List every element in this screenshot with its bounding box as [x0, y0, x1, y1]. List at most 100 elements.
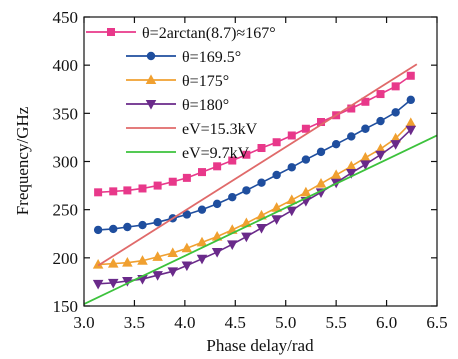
y-axis-label: Frequency/GHz: [13, 106, 32, 215]
series-line: [98, 75, 412, 194]
series-line: [83, 134, 438, 305]
data-point: [330, 169, 342, 179]
data-point: [257, 144, 266, 153]
data-point: [376, 116, 385, 126]
data-point: [405, 125, 417, 136]
data-point: [137, 255, 148, 265]
x-tick-label: 6.5: [426, 313, 447, 332]
legend-item: θ=2arctan(8.7)≈167°: [86, 25, 276, 42]
data-point: [391, 82, 400, 91]
series-layer: [83, 63, 438, 305]
data-point: [301, 124, 310, 133]
series-line: [98, 99, 412, 231]
legend: θ=2arctan(8.7)≈167° θ=169.5° θ=175° θ=180° e…: [86, 25, 276, 162]
data-point: [153, 217, 162, 227]
data-point: [406, 71, 415, 80]
series-line: [98, 129, 412, 285]
data-point: [107, 278, 119, 289]
legend-label: θ=180°: [182, 97, 229, 114]
legend-label: eV=15.3kV: [182, 121, 258, 138]
data-point: [287, 131, 296, 140]
x-axis-label: Phase delay/rad: [206, 336, 314, 355]
data-point: [181, 261, 193, 272]
data-point: [360, 152, 371, 162]
legend-item: θ=180°: [126, 97, 229, 114]
data-point: [315, 178, 327, 188]
x-tick-label: 6.0: [376, 313, 397, 332]
ticks: 3.0 3.5 4.0 4.5 5.0 5.5 6.0 6.5 150 200 250 300 350 4…: [53, 8, 448, 332]
data-point: [94, 188, 103, 197]
y-tick-label: 400: [53, 56, 79, 75]
data-point: [123, 186, 132, 195]
data-point: [242, 186, 251, 195]
data-point: [167, 247, 179, 258]
series-2: [92, 117, 417, 269]
data-point: [182, 210, 192, 219]
y-tick-label: 150: [53, 297, 79, 316]
y-tick-label: 350: [53, 104, 79, 123]
data-point: [181, 242, 193, 253]
series-0: [94, 71, 415, 197]
legend-item: θ=175°: [126, 73, 229, 90]
data-point: [123, 222, 132, 232]
data-point: [107, 257, 119, 268]
data-point: [257, 178, 266, 187]
data-point: [153, 181, 162, 190]
data-point: [122, 257, 133, 267]
data-point: [168, 177, 177, 186]
data-point: [182, 173, 191, 182]
data-point: [109, 187, 118, 196]
x-tick-label: 4.5: [225, 313, 246, 332]
data-point: [272, 138, 281, 147]
data-point: [109, 224, 118, 234]
data-point: [138, 220, 147, 230]
data-point: [345, 169, 357, 179]
series-3: [92, 125, 417, 290]
x-tick-label: 3.5: [124, 313, 145, 332]
data-point: [405, 117, 417, 127]
legend-label: eV=9.7kV: [182, 145, 250, 162]
data-point: [242, 150, 251, 159]
data-point: [211, 248, 223, 258]
legend-item: θ=169.5°: [126, 49, 241, 66]
legend-marker: [145, 74, 157, 84]
data-point: [226, 240, 238, 250]
series-1: [93, 95, 415, 235]
series-line: [97, 63, 418, 267]
data-point: [287, 163, 296, 172]
data-point: [271, 215, 282, 225]
y-tick-label: 250: [53, 201, 79, 220]
data-point: [360, 160, 371, 171]
legend-item: eV=9.7kV: [126, 145, 250, 162]
data-point: [196, 254, 208, 265]
y-tick-label: 450: [53, 8, 79, 27]
y-tick-label: 200: [53, 249, 79, 268]
data-point: [196, 236, 208, 247]
data-point: [301, 155, 311, 164]
legend-label: θ=169.5°: [182, 49, 241, 66]
data-point: [361, 97, 370, 106]
data-point: [228, 156, 237, 165]
data-point: [198, 168, 207, 177]
data-point: [213, 162, 222, 171]
series-4: [97, 63, 418, 267]
y-tick-label: 300: [53, 153, 79, 172]
data-point: [390, 140, 401, 150]
legend-marker: [107, 27, 116, 36]
x-tick-label: 5.5: [326, 313, 347, 332]
data-point: [92, 279, 104, 290]
data-point: [316, 147, 326, 157]
data-point: [347, 132, 356, 141]
series-5: [83, 134, 438, 305]
x-tick-label: 4.0: [174, 313, 195, 332]
data-point: [228, 192, 237, 202]
x-tick-label: 3.0: [73, 313, 94, 332]
data-point: [197, 205, 207, 214]
data-point: [152, 251, 163, 261]
legend-label: θ=2arctan(8.7)≈167°: [142, 25, 276, 42]
data-point: [152, 271, 163, 281]
data-point: [376, 90, 385, 99]
legend-item: eV=15.3kV: [126, 121, 258, 138]
data-point: [375, 150, 386, 161]
